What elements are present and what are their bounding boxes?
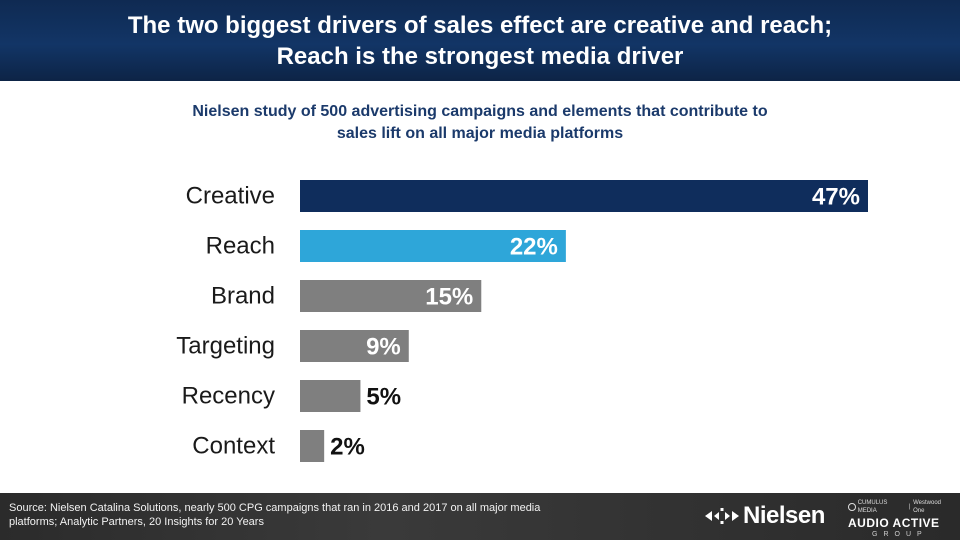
bar-recency: [300, 380, 360, 412]
cumulus-icon: [848, 503, 856, 511]
bar-chart-svg: Creative 47% Reach 22% Brand 15% Targeting 9% Re…: [0, 165, 960, 475]
category-label: Targeting: [176, 333, 275, 360]
title-banner: The two biggest drivers of sales effect …: [0, 0, 960, 81]
category-label: Creative: [186, 183, 275, 210]
value-label: 9%: [366, 334, 401, 361]
chart-subtitle: Nielsen study of 500 advertising campaig…: [0, 101, 960, 145]
aag-top-row: CUMULUS MEDIA | Westwood One: [848, 499, 952, 515]
aag-sub-text: GROUP: [848, 530, 952, 539]
nielsen-wordmark: Nielsen: [743, 502, 825, 530]
footer-bar: Source: Nielsen Catalina Solutions, near…: [0, 493, 960, 540]
aag-small-right: Westwood One: [913, 499, 952, 515]
aag-divider: |: [909, 503, 911, 511]
value-label: 2%: [330, 434, 365, 461]
value-label: 5%: [366, 384, 401, 411]
aag-small-left: CUMULUS MEDIA: [858, 499, 906, 515]
title-line-2: Reach is the strongest media driver: [277, 41, 684, 72]
title-line-1: The two biggest drivers of sales effect …: [128, 10, 832, 41]
nielsen-logo: Nielsen: [705, 503, 825, 529]
value-label: 47%: [812, 184, 860, 211]
category-label: Context: [192, 433, 275, 460]
category-label: Recency: [182, 383, 275, 410]
bar-creative: [300, 180, 868, 212]
source-line-2: platforms; Analytic Partners, 20 Insight…: [9, 515, 649, 529]
audio-active-group-logo: CUMULUS MEDIA | Westwood One AUDIO ACTIV…: [848, 499, 952, 535]
value-label: 22%: [510, 234, 558, 261]
aag-main-text: AUDIO ACTIVE: [848, 516, 952, 530]
nielsen-mark-icon: [705, 505, 739, 527]
subtitle-line-2: sales lift on all major media platforms: [0, 123, 960, 145]
value-label: 15%: [425, 284, 473, 311]
bar-context: [300, 430, 324, 462]
subtitle-line-1: Nielsen study of 500 advertising campaig…: [0, 101, 960, 123]
category-label: Reach: [206, 233, 275, 260]
category-label: Brand: [211, 283, 275, 310]
source-line-1: Source: Nielsen Catalina Solutions, near…: [9, 501, 649, 515]
source-note: Source: Nielsen Catalina Solutions, near…: [9, 501, 649, 529]
bar-chart: Creative 47% Reach 22% Brand 15% Targeting 9% Re…: [0, 165, 960, 475]
